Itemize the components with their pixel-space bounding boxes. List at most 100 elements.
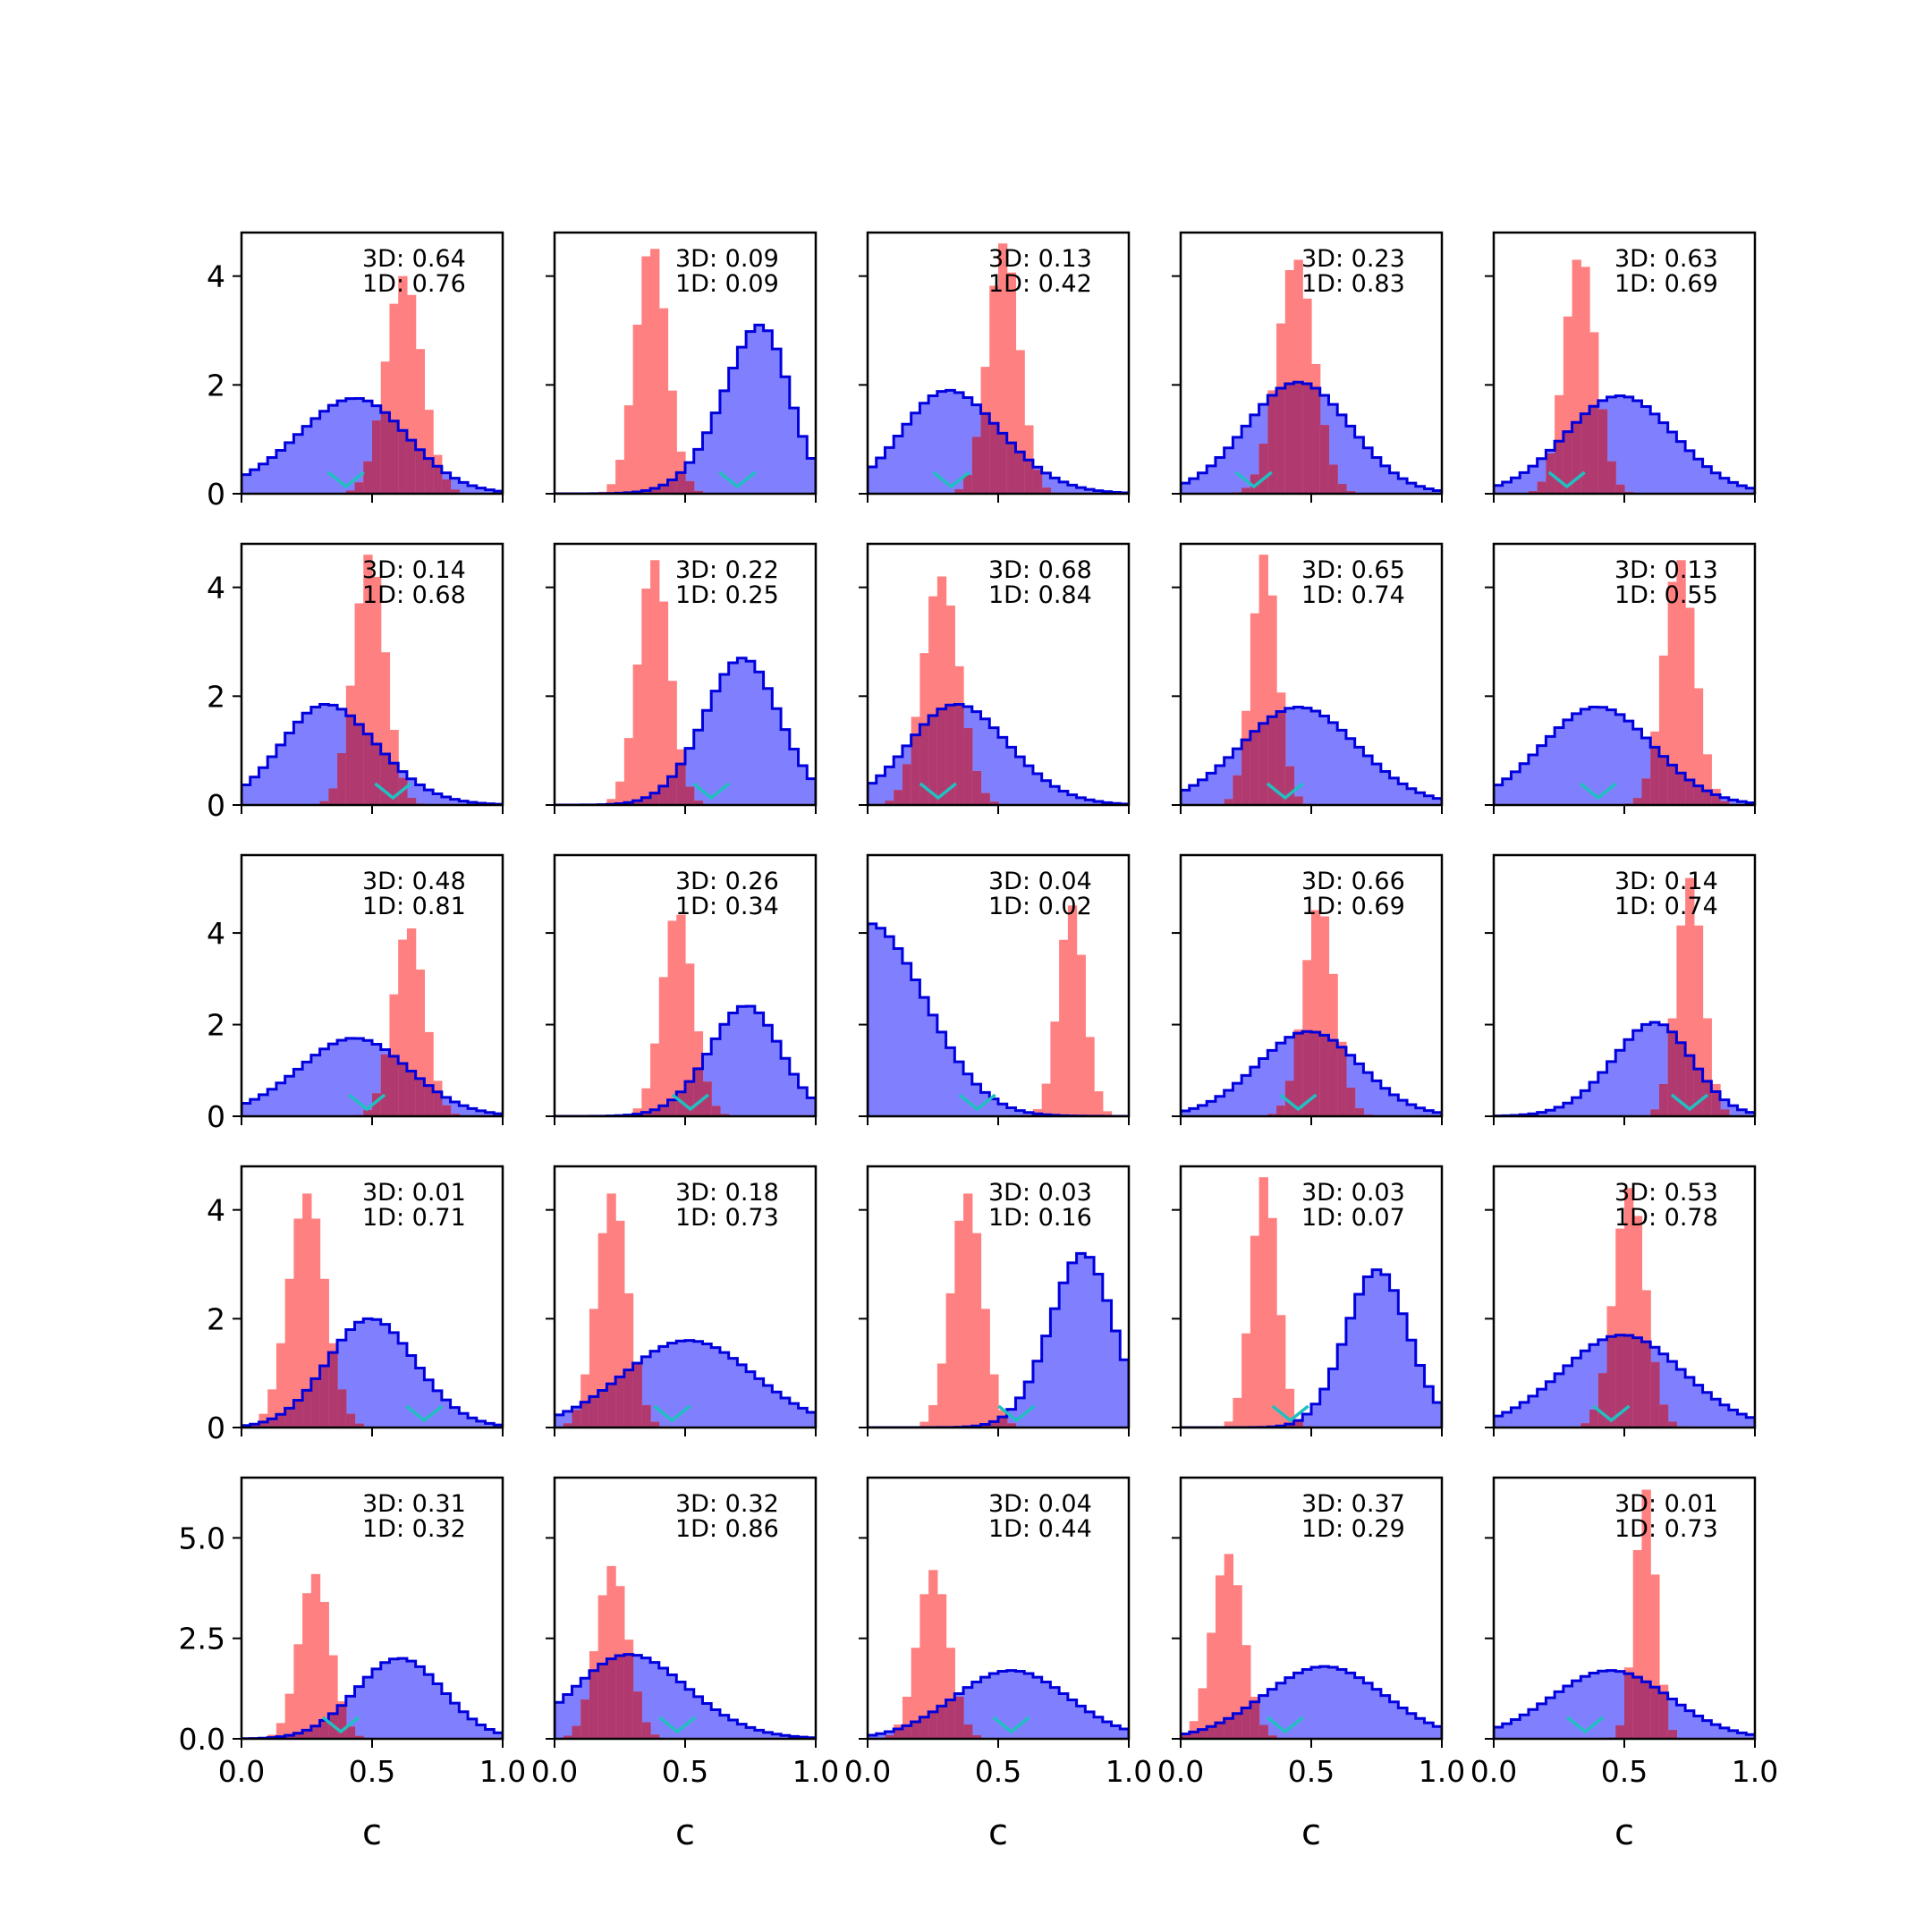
blue-bar	[972, 1682, 981, 1739]
overlap-bar	[633, 1691, 642, 1739]
overlap-bar	[641, 1405, 650, 1428]
annotation-1d: 1D: 0.83	[1301, 270, 1405, 298]
plot-area	[868, 577, 1130, 806]
overlap-bar	[981, 793, 990, 805]
overlap-bar	[1538, 481, 1546, 494]
blue-bar	[372, 1669, 381, 1739]
blue-bar	[894, 436, 902, 494]
overlap-bar	[1641, 778, 1650, 805]
blue-bar	[737, 1365, 746, 1428]
blue-bar	[1302, 1414, 1311, 1428]
plot-area	[868, 905, 1129, 1116]
overlap-bar	[894, 1729, 902, 1739]
overlap-bar	[363, 462, 372, 494]
red-bar	[633, 665, 642, 805]
blue-bar	[389, 1333, 398, 1428]
blue-bar	[1563, 1103, 1572, 1116]
blue-bar	[729, 368, 738, 494]
blue-bar	[276, 451, 285, 494]
overlap-bar	[328, 1352, 337, 1428]
overlap-bar	[1607, 1336, 1616, 1428]
blue-bar	[355, 1322, 364, 1428]
blue-bar	[1259, 1058, 1268, 1116]
overlap-bar	[1198, 1730, 1207, 1739]
blue-bar	[981, 719, 990, 805]
blue-bar	[363, 1318, 372, 1428]
overlap-bar	[337, 1389, 346, 1428]
blue-bar	[1555, 1374, 1563, 1428]
blue-bar	[1650, 1022, 1659, 1116]
blue-bar	[1494, 1727, 1503, 1739]
x-tick-label: 1.0	[1419, 1754, 1465, 1789]
overlap-bar	[1650, 1687, 1659, 1739]
red-bar	[659, 602, 668, 805]
annotation-1d: 1D: 0.81	[362, 893, 466, 920]
blue-bar	[737, 1006, 746, 1116]
blue-bar	[1337, 1344, 1346, 1428]
blue-bar	[1538, 746, 1546, 805]
overlap-bar	[1311, 388, 1320, 494]
blue-bar	[1624, 1039, 1633, 1116]
red-bar	[668, 920, 677, 1116]
overlap-bar	[1224, 1718, 1233, 1739]
annotation-1d: 1D: 0.42	[988, 270, 1092, 298]
overlap-bar	[624, 1370, 633, 1428]
overlap-bar	[963, 728, 972, 805]
blue-bar	[1346, 1318, 1355, 1428]
blue-bar	[1598, 1072, 1607, 1116]
blue-bar	[285, 733, 294, 805]
blue-bar	[355, 1687, 364, 1739]
blue-bar	[311, 1055, 320, 1116]
blue-bar	[911, 413, 920, 494]
overlap-bar	[1294, 382, 1303, 494]
blue-bar	[894, 949, 902, 1116]
red-bar	[1216, 1575, 1224, 1739]
blue-bar	[755, 672, 764, 805]
annotation-3d: 3D: 0.68	[988, 556, 1092, 584]
blue-bar	[267, 1089, 276, 1116]
blue-bar	[1598, 1671, 1607, 1739]
red-bar	[311, 1574, 320, 1739]
annotation-3d: 3D: 0.09	[675, 245, 779, 273]
blue-bar	[1042, 1682, 1051, 1739]
blue-bar	[650, 1352, 659, 1428]
overlap-bar	[337, 753, 346, 805]
annotation-3d: 3D: 0.53	[1614, 1179, 1718, 1207]
overlap-bar	[963, 1724, 972, 1739]
blue-bar	[1529, 1709, 1538, 1739]
blue-bar	[1207, 1101, 1216, 1116]
blue-bar	[1511, 478, 1520, 494]
blue-bar	[711, 1038, 720, 1116]
overlap-bar	[598, 1390, 607, 1428]
blue-bar	[729, 663, 738, 805]
annotation-3d: 3D: 0.13	[1614, 556, 1718, 584]
blue-bar	[1633, 1030, 1642, 1116]
overlap-bar	[1328, 465, 1337, 494]
overlap-bar	[1259, 1725, 1268, 1739]
blue-bar	[1607, 1062, 1616, 1116]
overlap-bar	[1668, 1032, 1677, 1116]
blue-bar	[1181, 483, 1190, 494]
annotation-1d: 1D: 0.25	[675, 581, 779, 609]
red-bar	[1068, 905, 1077, 1116]
blue-bar	[755, 325, 764, 494]
blue-bar	[1276, 1043, 1285, 1116]
blue-bar	[755, 1013, 764, 1116]
plot-area	[242, 928, 504, 1116]
blue-bar	[1511, 1720, 1520, 1739]
blue-bar	[1555, 1107, 1563, 1116]
blue-bar	[311, 707, 320, 805]
blue-bar	[1355, 1294, 1364, 1428]
blue-bar	[1529, 466, 1538, 494]
blue-bar	[1563, 1686, 1572, 1739]
blue-bar	[737, 658, 746, 805]
x-tick-label: 0.0	[1470, 1754, 1517, 1789]
overlap-bar	[685, 1081, 694, 1116]
red-bar	[954, 1221, 963, 1428]
blue-bar	[1641, 1024, 1650, 1116]
blue-bar	[1494, 785, 1503, 805]
overlap-bar	[998, 1417, 1007, 1428]
blue-bar	[911, 980, 920, 1116]
blue-bar	[650, 1663, 659, 1739]
panel: 3D: 0.041D: 0.02	[859, 855, 1129, 1125]
